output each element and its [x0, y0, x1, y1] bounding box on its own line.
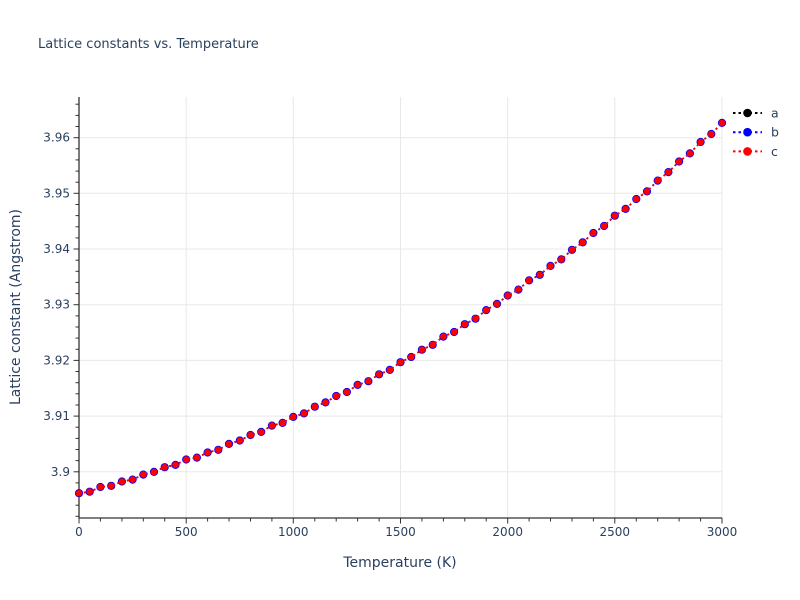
data-point-c: [279, 419, 286, 427]
data-point-c: [182, 456, 190, 463]
data-point-c: [118, 478, 126, 485]
legend-label-c: c: [771, 144, 778, 159]
data-point-c: [204, 449, 211, 456]
x-axis-title: Temperature (K): [343, 555, 457, 571]
data-point-c: [429, 341, 437, 349]
data-point-c: [665, 168, 672, 176]
legend-item-a[interactable]: a: [733, 106, 779, 121]
data-point-c: [397, 358, 404, 366]
series-c-markers: [75, 119, 726, 497]
data-point-c: [150, 468, 158, 476]
x-tick-label: 2000: [492, 525, 523, 539]
data-point-c: [579, 239, 586, 246]
x-tick-label: 500: [175, 525, 198, 539]
data-point-c: [225, 440, 233, 448]
data-point-c: [450, 328, 458, 336]
data-point-c: [504, 292, 512, 299]
tick-labels: 0 500 1000 1500 2000 2500 3000 3.9 3.91 3.92 3.93 3…: [43, 131, 737, 539]
legend-marker-c: [743, 147, 752, 156]
series-c: [75, 119, 726, 497]
data-point-c: [365, 377, 372, 385]
legend: abc: [733, 106, 779, 159]
legend-marker-a: [743, 108, 752, 118]
data-point-c: [193, 454, 201, 461]
y-tick-label: 3.94: [43, 242, 70, 256]
data-point-c: [75, 489, 83, 497]
data-point-c: [129, 476, 136, 483]
plot-area[interactable]: [74, 118, 727, 498]
data-point-c: [590, 229, 597, 237]
data-point-c: [633, 195, 640, 203]
data-point-c: [461, 320, 469, 328]
data-point-c: [515, 286, 522, 293]
data-point-c: [107, 482, 115, 490]
chart-title: Lattice constants vs. Temperature: [38, 37, 259, 52]
y-tick-label: 3.96: [43, 131, 70, 145]
x-tick-label: 2500: [600, 525, 631, 539]
data-point-c: [332, 392, 340, 400]
data-point-c: [268, 422, 276, 429]
data-point-c: [472, 315, 479, 323]
data-point-c: [622, 205, 629, 213]
data-point-c: [686, 150, 694, 157]
data-point-c: [386, 366, 394, 374]
data-point-c: [172, 461, 179, 469]
axis-ticks: [73, 103, 723, 524]
x-tick-label: 1000: [278, 525, 309, 539]
data-point-c: [547, 262, 554, 270]
data-point-c: [290, 413, 297, 421]
data-point-c: [322, 399, 329, 406]
data-point-c: [611, 212, 619, 219]
data-point-c: [343, 388, 351, 396]
legend-item-b[interactable]: b: [733, 125, 779, 140]
data-point-c: [536, 271, 544, 279]
y-tick-label: 3.9: [51, 465, 70, 479]
data-point-c: [440, 333, 447, 340]
data-point-c: [247, 431, 254, 439]
data-point-c: [354, 381, 361, 389]
data-point-c: [482, 306, 490, 314]
data-point-c: [311, 403, 319, 411]
data-point-c: [675, 158, 683, 165]
data-point-c: [161, 463, 168, 471]
data-point-c: [568, 246, 576, 254]
data-point-c: [697, 138, 704, 146]
data-point-c: [140, 471, 147, 478]
legend-item-c[interactable]: c: [733, 144, 778, 159]
data-point-c: [718, 119, 726, 127]
data-point-c: [418, 346, 426, 354]
data-point-c: [708, 130, 715, 138]
data-point-c: [493, 300, 501, 308]
legend-marker-b: [743, 127, 752, 137]
y-axis-title: Lattice constant (Angstrom): [8, 208, 24, 406]
x-tick-label: 3000: [707, 525, 738, 539]
data-point-c: [643, 188, 651, 195]
data-point-c: [600, 222, 608, 230]
data-point-c: [97, 483, 104, 491]
data-point-c: [375, 371, 383, 378]
data-point-c: [215, 446, 222, 454]
data-point-c: [86, 488, 93, 496]
y-tick-label: 3.93: [43, 298, 70, 312]
data-point-c: [558, 256, 565, 263]
data-point-c: [257, 428, 265, 436]
legend-label-a: a: [771, 106, 779, 121]
data-point-c: [525, 277, 533, 284]
y-tick-label: 3.92: [43, 353, 70, 367]
y-tick-label: 3.95: [43, 186, 70, 200]
gridlines: [79, 97, 723, 518]
x-tick-label: 0: [75, 525, 83, 539]
data-point-c: [407, 353, 415, 361]
data-point-c: [236, 437, 244, 444]
data-point-c: [654, 177, 661, 184]
y-tick-label: 3.91: [43, 409, 70, 423]
data-point-c: [300, 410, 308, 417]
x-tick-label: 1500: [385, 525, 416, 539]
legend-label-b: b: [771, 125, 779, 140]
